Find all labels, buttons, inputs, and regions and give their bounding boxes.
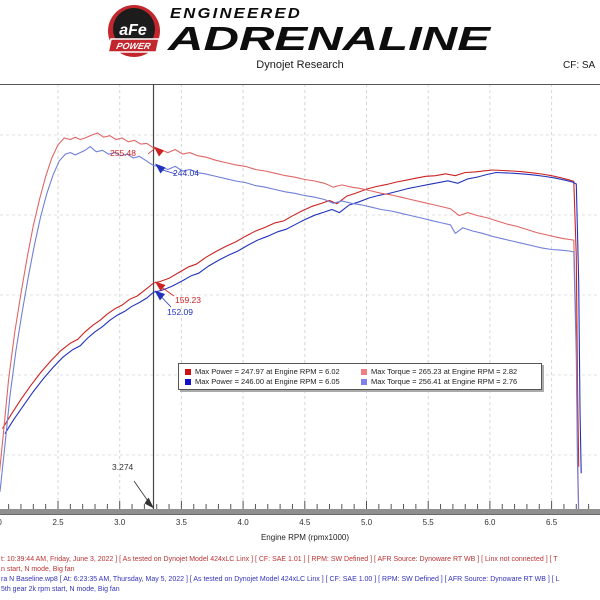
- run2-comment-line: 5th gear 2k rpm start, N mode, Big fan: [1, 586, 120, 593]
- x-tick-label: 5.0: [361, 518, 373, 527]
- x-tick-label: 4.5: [299, 518, 311, 527]
- run1-info-line: t: 10:39:44 AM, Friday, June 3, 2022 ] […: [1, 556, 558, 563]
- cursor-torque-blue-label-leader: [162, 169, 177, 175]
- power-banner: [107, 38, 160, 53]
- brand-engineered-text: ENGINEERED: [170, 5, 302, 22]
- dyno-chart[interactable]: 2.0 2.5 3.0 3.5 4.0 4.5 5.0 5.5 6.0 6.5 Engine RPM…: [0, 84, 600, 544]
- cursor-torque-red-label-arrow-icon: [153, 146, 164, 157]
- cursor-power-red-label: 159.23: [175, 295, 201, 305]
- legend-item-max-torque-run1: Max Torque = 265.23 at Engine RPM = 2.82: [359, 367, 537, 376]
- legend-swatch-torque-blue-icon: [361, 378, 367, 385]
- chart-legend: Max Power = 247.97 at Engine RPM = 6.02 …: [178, 363, 542, 390]
- correction-factor-text: CF: SA: [563, 60, 596, 71]
- cursor-power-red-label-arrow-icon: [155, 281, 166, 291]
- torque-run2-curve: [0, 145, 580, 509]
- cursor-torque-blue-label-arrow-icon: [155, 163, 166, 174]
- afe-power-adrenaline-logo: aFe POWER ENGINEERED ADRENALINE: [107, 5, 492, 57]
- cursor-torque-red-label-leader: [147, 147, 156, 155]
- cursor-torque-red-label: 255.48: [110, 148, 136, 158]
- x-tick-label: 6.5: [546, 518, 558, 527]
- brand-adrenaline-text: ADRENALINE: [167, 20, 492, 57]
- x-tick-label: 3.5: [176, 518, 188, 527]
- legend-item-max-torque-run2: Max Torque = 256.41 at Engine RPM = 2.76: [359, 377, 537, 386]
- x-tick-label: 6.0: [484, 518, 496, 527]
- legend-label: Max Power = 247.97 at Engine RPM = 6.02: [195, 367, 340, 376]
- cursor-torque-blue-label: 244.04: [173, 168, 199, 178]
- cursor-power-blue-label-leader: [161, 296, 172, 308]
- legend-label: Max Torque = 265.23 at Engine RPM = 2.82: [371, 367, 518, 376]
- cursor-power-red-label-leader: [161, 287, 175, 297]
- x-tick-label: 5.5: [423, 518, 435, 527]
- x-tick-label: 3.0: [114, 518, 126, 527]
- legend-item-max-power-run2: Max Power = 246.00 at Engine RPM = 6.05: [183, 377, 359, 386]
- cursor-rpm-label-arrow-icon: [144, 497, 154, 509]
- report-subtitle: Dynojet Research: [256, 59, 344, 71]
- power-run1-curve: [2, 169, 580, 467]
- legend-swatch-power-red-icon: [185, 368, 191, 375]
- run2-info-line: ra N Baseline.wp8 [ At: 6:23:35 AM, Thur…: [1, 576, 560, 583]
- legend-label: Max Torque = 256.41 at Engine RPM = 2.76: [371, 377, 518, 386]
- legend-item-max-power-run1: Max Power = 247.97 at Engine RPM = 6.02: [183, 367, 359, 376]
- x-axis-title: Engine RPM (rpmx1000): [261, 533, 349, 542]
- power-banner-text: POWER: [115, 41, 152, 51]
- legend-swatch-power-blue-icon: [185, 378, 191, 385]
- cursor-rpm-label: 3.274: [112, 462, 134, 472]
- run1-comment-line: n start, N mode, Big fan: [1, 566, 75, 573]
- legend-label: Max Power = 246.00 at Engine RPM = 6.05: [195, 377, 340, 386]
- x-tick-label: 2.5: [52, 518, 64, 527]
- afe-logo-text: aFe: [119, 22, 147, 39]
- legend-swatch-torque-red-icon: [361, 368, 367, 375]
- torque-run1-curve: [0, 132, 580, 509]
- x-tick-label: 2.0: [0, 518, 2, 527]
- cursor-power-blue-label-arrow-icon: [154, 290, 165, 301]
- x-axis-band: [0, 509, 600, 514]
- cursor-power-blue-label: 152.09: [167, 307, 193, 317]
- power-run2-curve: [4, 171, 582, 474]
- x-tick-label: 4.0: [238, 518, 250, 527]
